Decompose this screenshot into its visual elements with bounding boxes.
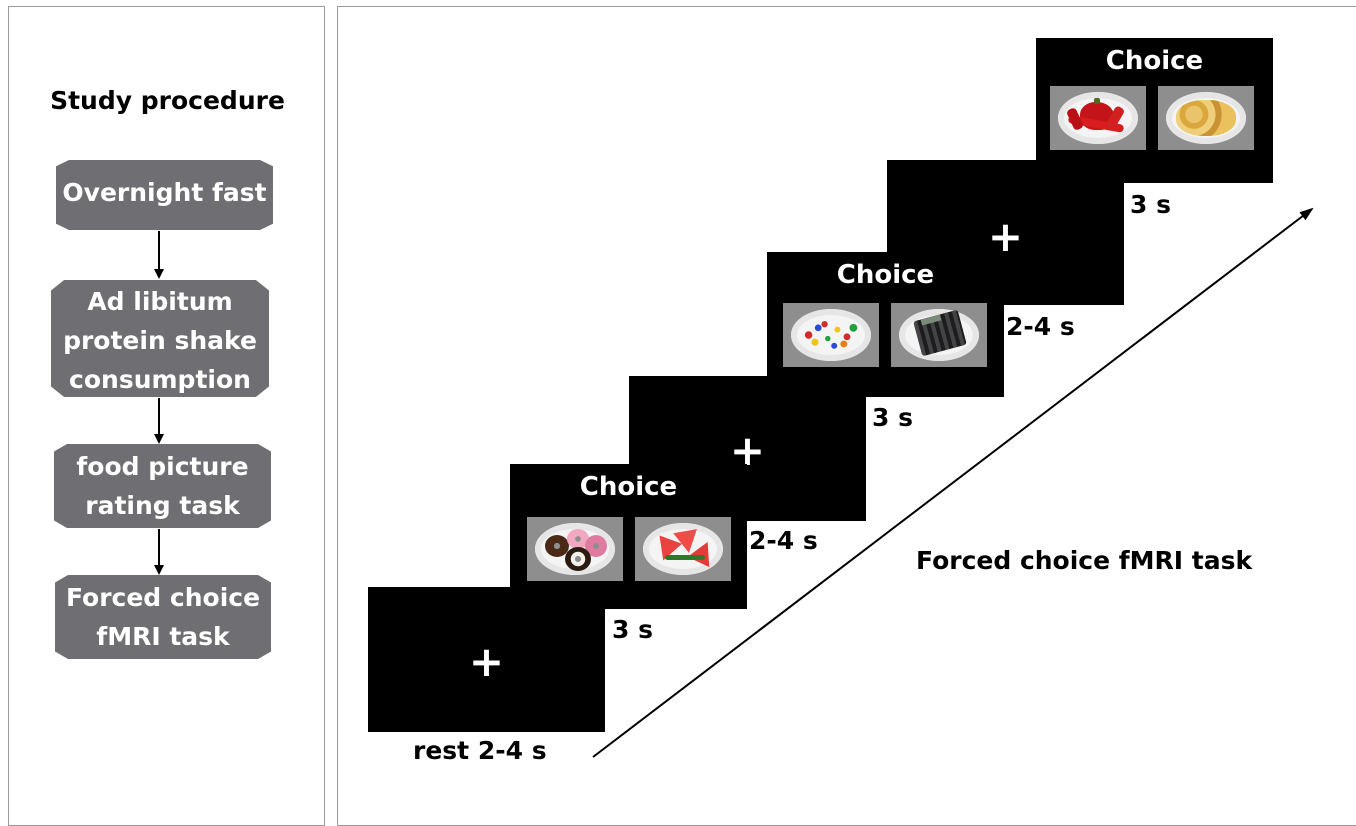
choice-screen-2: Choice xyxy=(767,252,1004,397)
choice-screen-3: Choice xyxy=(1036,38,1273,183)
duration-label: 3 s xyxy=(872,403,913,432)
step-overnight-fast: Overnight fast xyxy=(56,160,273,230)
study-procedure-panel xyxy=(8,6,325,826)
food-picture-potato-chips xyxy=(1158,86,1254,150)
step-protein-shake: Ad libitum protein shake consumption xyxy=(51,280,269,397)
fixation-cross: + xyxy=(987,212,1024,261)
step-line: fMRI task xyxy=(96,622,230,651)
food-picture-red-pepper xyxy=(1050,86,1146,150)
step-food-rating: food picture rating task xyxy=(54,444,271,528)
task-label: Forced choice fMRI task xyxy=(916,546,1253,575)
step-line: rating task xyxy=(85,491,240,520)
food-picture-thumbtacks xyxy=(783,303,879,367)
step-line: Overnight fast xyxy=(62,178,267,207)
choice-screen-1: Choice xyxy=(510,464,747,609)
duration-label: 2-4 s xyxy=(1006,312,1075,341)
choice-title: Choice xyxy=(1105,46,1204,76)
duration-label: 3 s xyxy=(612,615,653,644)
duration-label: rest 2-4 s xyxy=(413,736,547,765)
food-picture-donuts xyxy=(527,517,623,581)
choice-title: Choice xyxy=(836,260,935,290)
time-arrow-line xyxy=(592,207,1314,758)
fixation-cross: + xyxy=(468,637,505,686)
choice-title: Choice xyxy=(579,472,678,502)
food-picture-watermelon xyxy=(635,517,731,581)
step-forced-choice: Forced choice fMRI task xyxy=(55,575,271,659)
procedure-arrows xyxy=(154,231,164,575)
step-line: protein shake xyxy=(63,326,257,355)
object-picture-calculator xyxy=(891,303,987,367)
step-line: consumption xyxy=(69,365,251,394)
procedure-title: Study procedure xyxy=(50,86,285,115)
step-line: Forced choice xyxy=(65,583,261,612)
fixation-screen-1: + xyxy=(368,587,605,732)
duration-label: 3 s xyxy=(1130,190,1171,219)
step-line: Ad libitum xyxy=(87,287,233,316)
time-arrow xyxy=(592,207,1314,758)
step-line: food picture xyxy=(76,452,249,481)
duration-label: 2-4 s xyxy=(749,526,818,555)
